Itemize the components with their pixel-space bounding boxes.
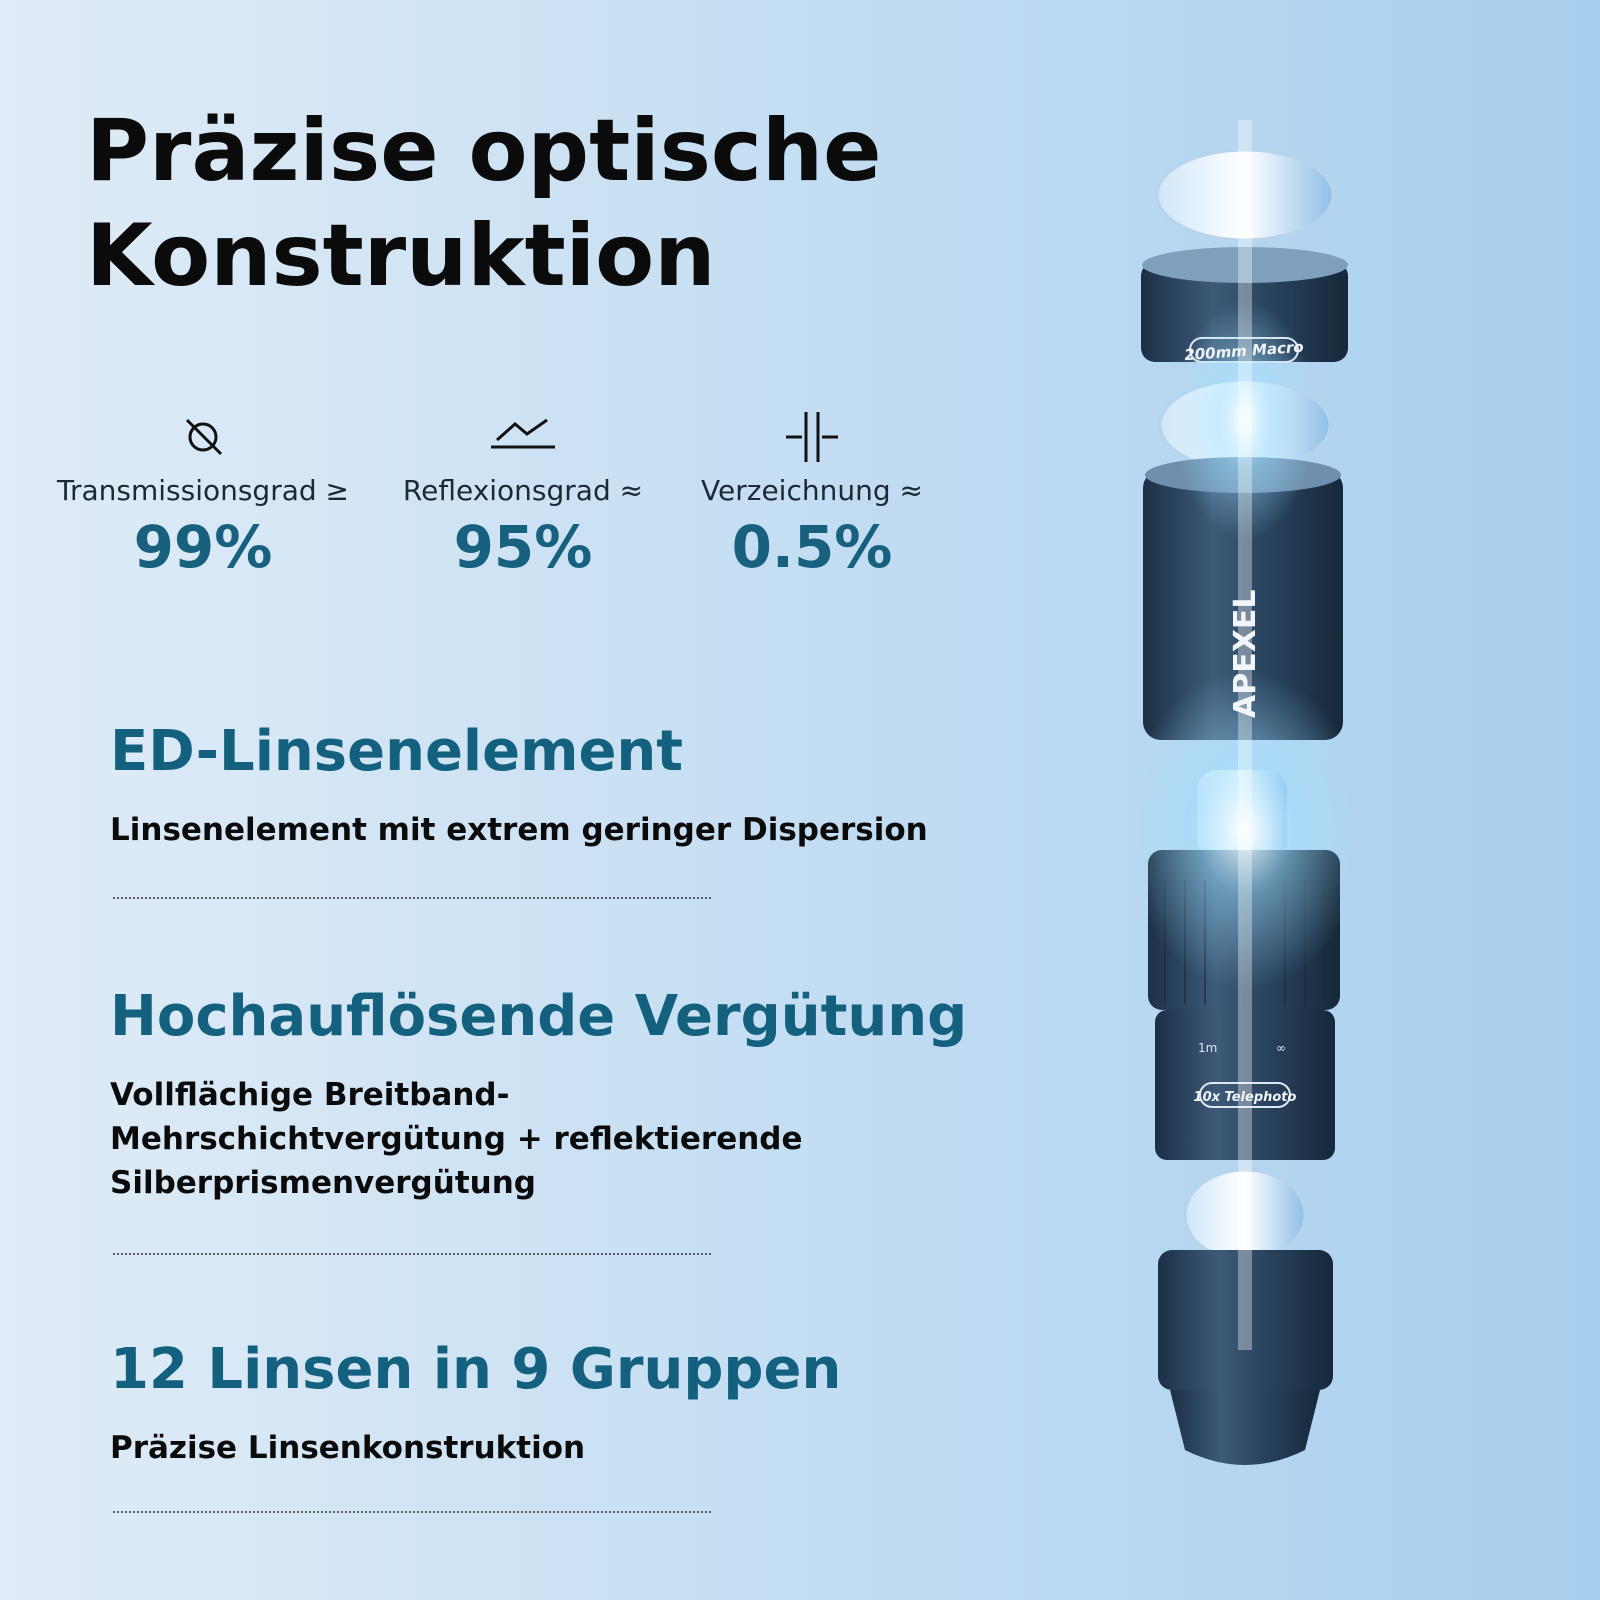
- icon-part: [786, 412, 838, 462]
- stat-label: Reflexionsgrad ≈: [403, 474, 643, 507]
- feature-text: Präzise Linsenkonstruktion: [110, 1430, 585, 1466]
- icon-part: [491, 418, 555, 449]
- stat-label: Verzeichnung ≈: [701, 474, 923, 507]
- stat-value: 0.5%: [732, 513, 893, 581]
- icon-part: [185, 418, 223, 456]
- feature-text: Mehrschichtvergütung + reflektierende: [110, 1121, 803, 1157]
- stat-value: 95%: [454, 513, 593, 581]
- feature-heading: ED-Linsenelement: [110, 719, 683, 784]
- stat-icon: [491, 418, 555, 449]
- feature-text: Vollflächige Breitband-: [110, 1077, 509, 1113]
- feature-heading: Hochauflösende Vergütung: [110, 984, 967, 1049]
- scale-label: 1m: [1198, 1041, 1217, 1055]
- feature-heading: 12 Linsen in 9 Gruppen: [110, 1337, 841, 1402]
- stat-icon: [786, 412, 838, 462]
- stat-icon: [185, 418, 223, 456]
- scale-label: ∞: [1276, 1041, 1286, 1055]
- stat-value: 99%: [134, 513, 273, 581]
- brand: APEXEL: [1228, 590, 1263, 718]
- title-line: Präzise optische: [86, 101, 881, 201]
- title-line: Konstruktion: [86, 206, 715, 306]
- icon-part: [188, 422, 218, 452]
- lens-label: 10x Telephoto: [1194, 1090, 1297, 1105]
- stat-label: Transmissionsgrad ≥: [56, 474, 349, 507]
- feature-text: Silberprismenvergütung: [110, 1165, 536, 1201]
- feature-text: Linsenelement mit extrem geringer Disper…: [110, 812, 928, 848]
